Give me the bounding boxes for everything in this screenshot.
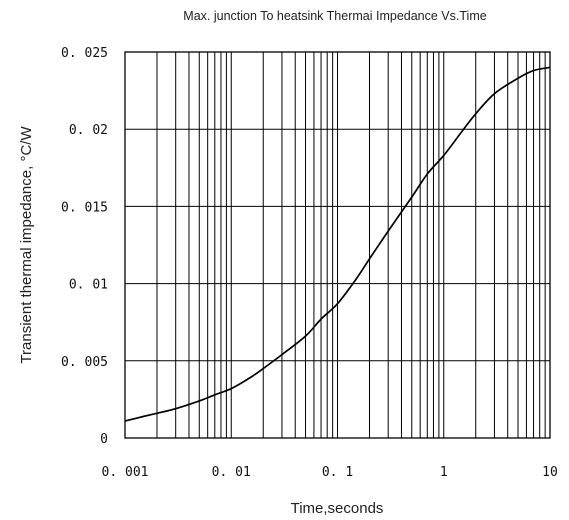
x-tick-label: 1 <box>440 465 448 480</box>
x-tick-label: 10 <box>542 465 558 480</box>
y-tick-labels: 0 0. 005 0. 01 0. 015 0. 02 0. 025 <box>61 46 108 447</box>
y-tick-label: 0. 02 <box>69 123 108 138</box>
x-tick-label: 0. 1 <box>322 465 353 480</box>
impedance-curve <box>124 66 551 422</box>
y-tick-label: 0. 01 <box>69 278 108 293</box>
x-axis-label: Time,seconds <box>291 500 384 517</box>
x-tick-labels: 0. 001 0. 01 0. 1 1 10 <box>102 465 558 480</box>
y-tick-label: 0. 015 <box>61 200 108 215</box>
grid-layer <box>124 51 551 439</box>
chart-title: Max. junction To heatsink Thermai Impeda… <box>183 9 486 23</box>
plot-frame <box>124 51 551 439</box>
y-tick-label: 0 <box>100 432 108 447</box>
y-tick-label: 0. 025 <box>61 46 108 61</box>
y-axis-label: Transient thermal impedance, °C/W <box>18 126 35 364</box>
x-tick-label: 0. 001 <box>102 465 149 480</box>
x-tick-label: 0. 01 <box>212 465 251 480</box>
y-tick-label: 0. 005 <box>61 355 108 370</box>
